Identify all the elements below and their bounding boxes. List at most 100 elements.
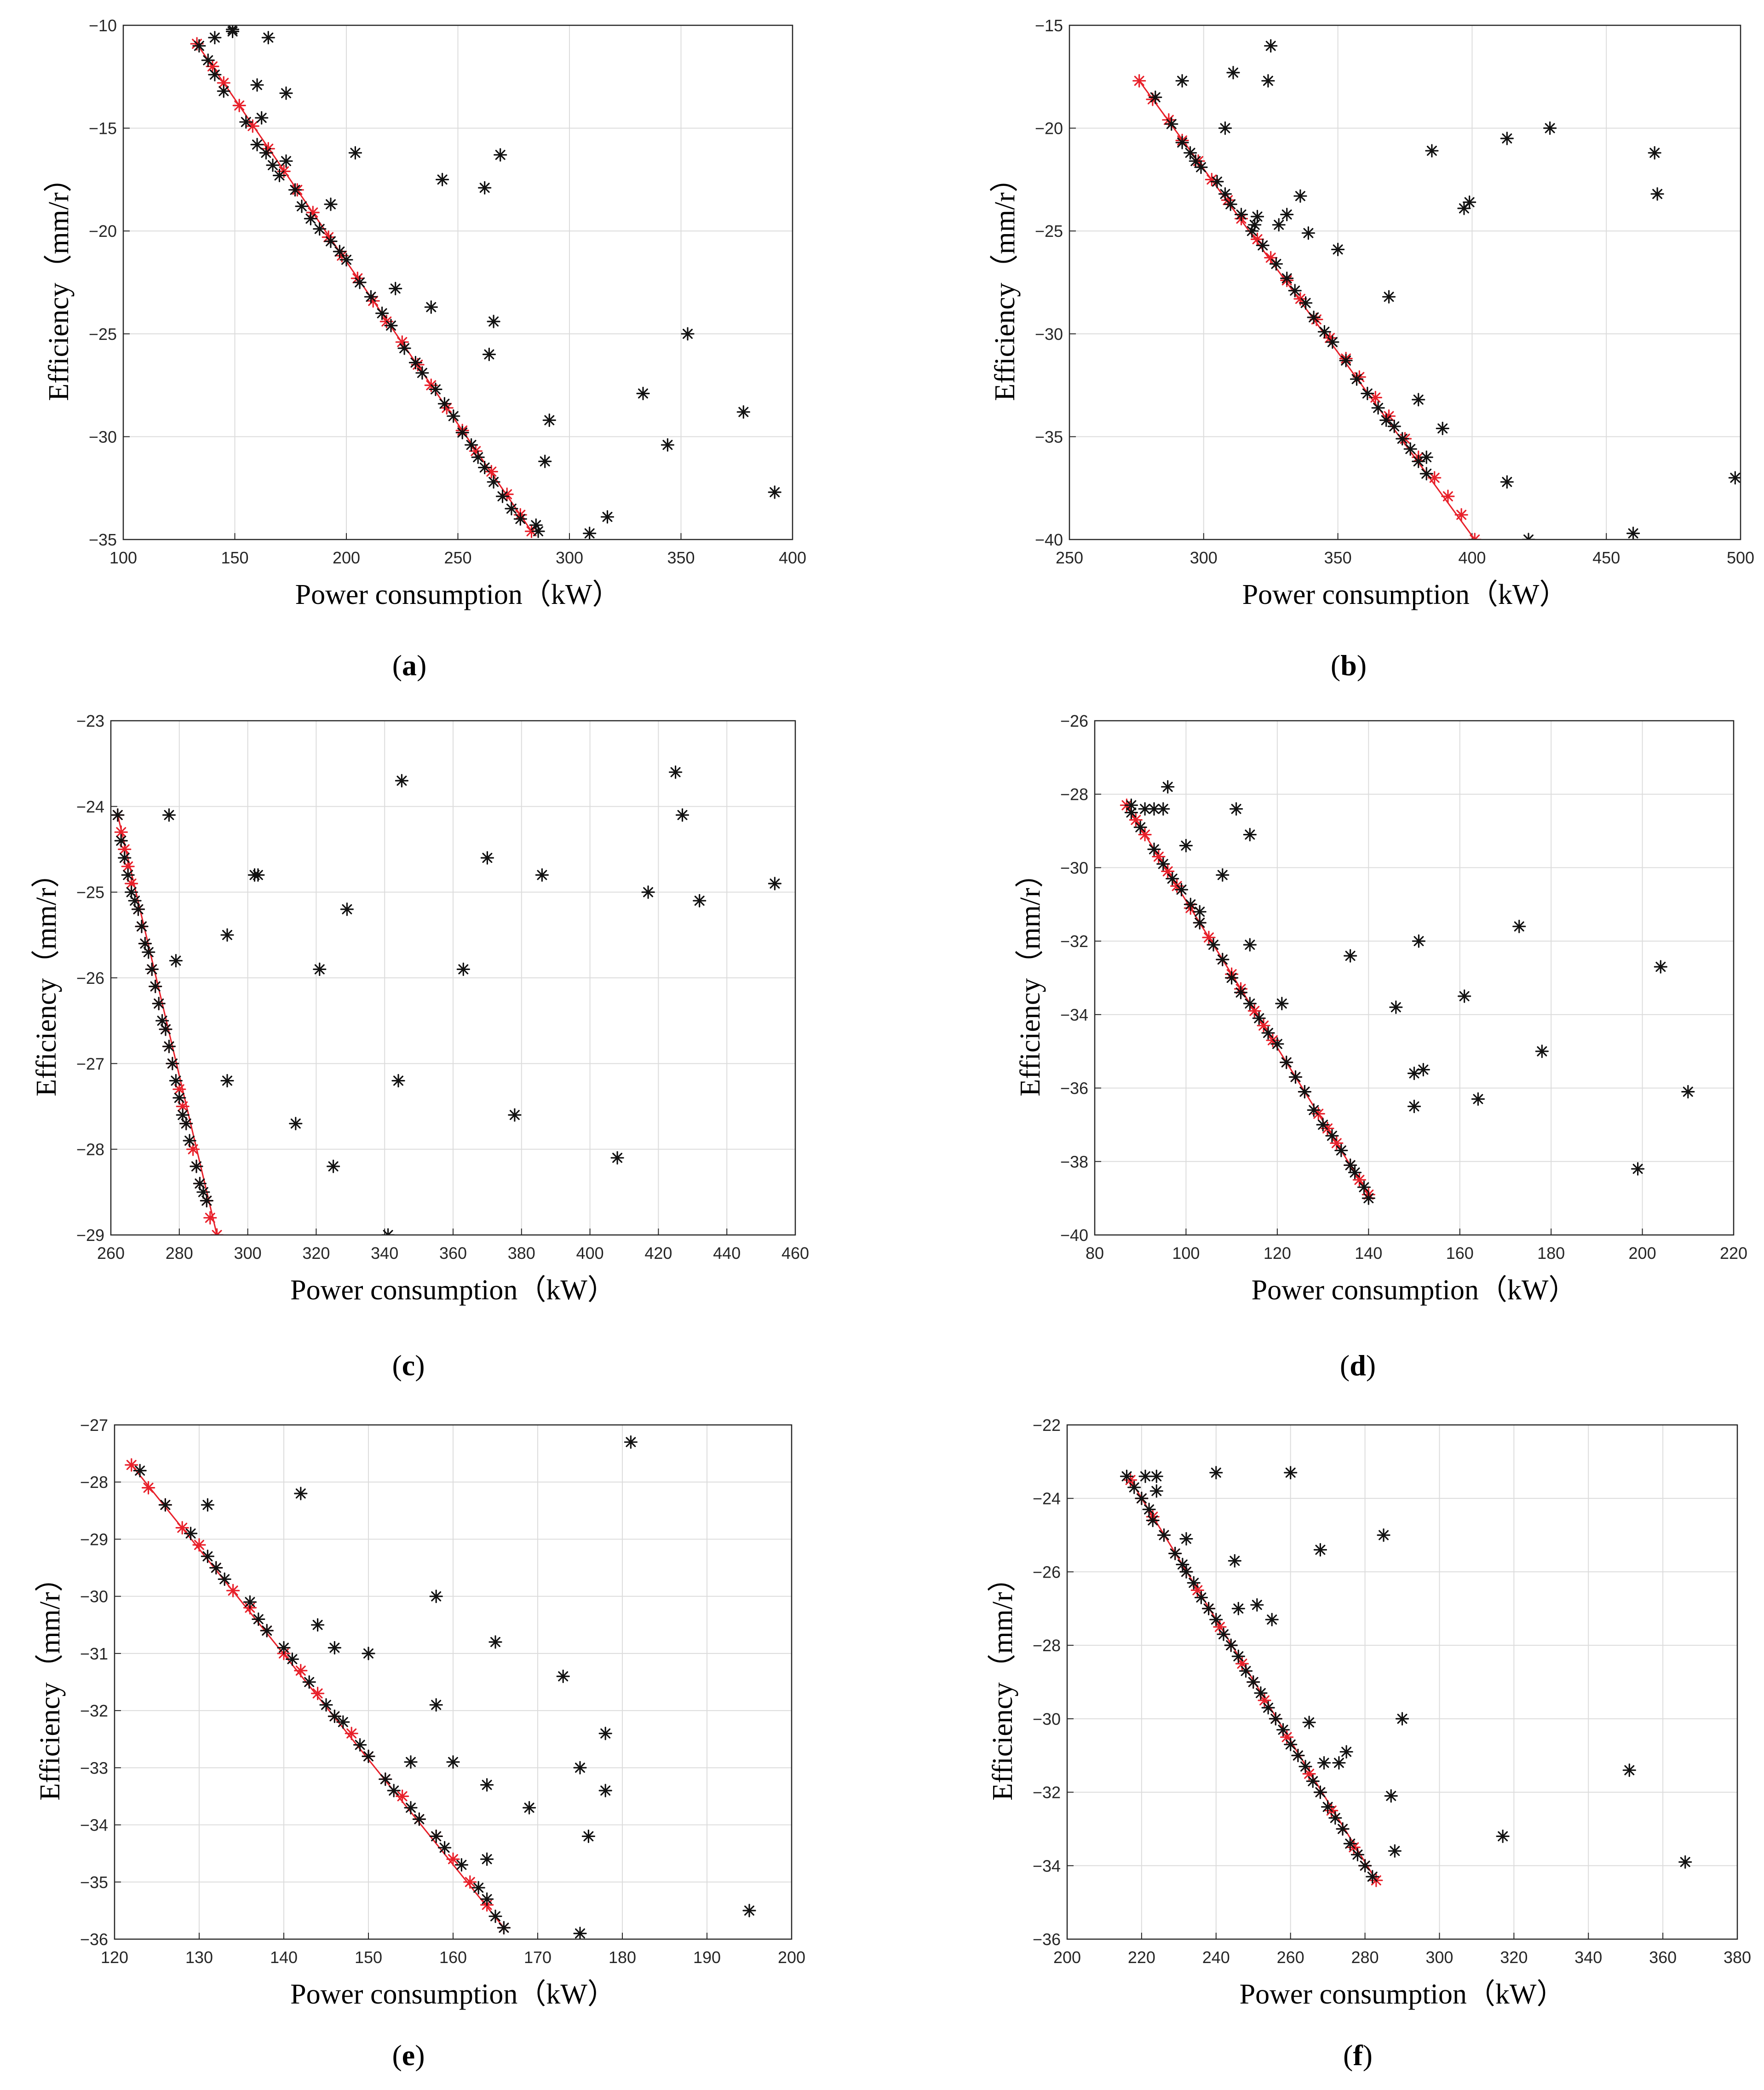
data-point [1336,1822,1350,1836]
y-tick-label: −26 [76,969,104,988]
data-point [1265,1613,1279,1626]
y-tick-label: −36 [1060,1079,1088,1098]
data-point [488,1909,502,1923]
data-point [220,1074,234,1088]
y-tick-label: −28 [80,1473,108,1492]
panel-d: 80 100 120 140 160 180 200 220 −40 −38 −36 −34 −32 −3… [1015,712,1747,1382]
y-tick-label: −25 [76,883,104,902]
data-point [429,382,442,396]
x-axis-label: Power consumption（kW） [1242,579,1568,610]
data-point [183,1134,196,1148]
data-point [1436,421,1449,436]
data-point [1135,1492,1149,1505]
x-tick-label: 140 [1355,1244,1382,1263]
data-point [208,31,222,45]
data-point [1331,242,1345,257]
data-point [1343,1837,1357,1850]
data-point [495,489,510,503]
data-point [226,25,240,36]
data-point [538,454,552,468]
data-point [1239,1664,1253,1678]
data-point [295,199,309,213]
axes-frame [1094,720,1735,1236]
data-point [379,1772,392,1786]
x-tick-label: 450 [1592,548,1620,567]
data-point [1388,1844,1402,1858]
fit-point [217,76,230,90]
y-tick-label: −15 [1035,16,1063,35]
y-tick-label: −29 [76,1226,104,1245]
data-point [121,868,135,882]
data-point [1250,210,1264,224]
y-tick-label: −20 [1035,119,1063,138]
data-point [522,1801,536,1814]
data-point [742,1904,756,1918]
data-point [1156,857,1170,871]
x-tick-label: 340 [1574,1948,1602,1967]
data-point [1299,296,1313,310]
data-point [1631,1162,1645,1176]
data-point [1325,1129,1339,1143]
data-point [1247,1675,1260,1689]
data-point [1302,1716,1316,1729]
fit-point [1454,508,1468,522]
data-point [480,1892,494,1906]
data-point [1344,949,1357,963]
data-point [142,945,155,959]
y-tick-label: −36 [1033,1930,1061,1949]
panel-caption: (b) [1331,649,1367,682]
x-tick-label: 250 [1056,548,1083,567]
data-point [556,1670,570,1683]
panels-container: 100 150 200 250 300 350 400 −35 −30 −25 −20 −15 −10 P… [31,16,1754,2072]
y-tick-label: −27 [76,1054,104,1073]
x-axis-label: Power consumption（kW） [290,1979,616,2010]
y-tick-label: −27 [80,1416,108,1435]
x-tick-label: 80 [1086,1244,1104,1263]
data-point [1146,1514,1160,1527]
data-point [488,1635,502,1649]
data-point [348,146,362,160]
data-point [624,1435,638,1449]
data-point [446,1755,460,1769]
data-point [1179,1532,1193,1546]
x-tick-label: 300 [234,1244,262,1263]
data-point [404,1755,418,1769]
data-point [1166,872,1179,886]
plot-area [1132,39,1741,540]
x-tick-label: 200 [1629,1244,1656,1263]
data-point [1142,1503,1156,1516]
y-tick-label: −28 [1033,1636,1061,1655]
x-tick-label: 400 [1458,548,1486,567]
data-point [1269,257,1283,271]
data-point [675,808,690,822]
data-point [145,962,159,976]
data-point [1307,310,1321,324]
x-tick-label: 300 [1425,1948,1453,1967]
data-point [1234,207,1248,221]
data-point [111,808,125,822]
data-point [1168,1546,1182,1561]
data-point [1284,1738,1298,1751]
data-point [313,222,327,236]
data-point [1317,1756,1331,1770]
plot-area [190,25,781,540]
data-point [1543,121,1557,135]
panel-caption: (f) [1343,2039,1373,2072]
data-point [1187,1576,1201,1590]
data-point [1316,1118,1330,1131]
data-point [304,212,318,225]
axes-frame [1069,24,1741,540]
data-point [1165,117,1178,131]
fit-point [446,1852,460,1866]
data-point [1207,938,1220,952]
data-point [279,154,293,168]
x-tick-label: 360 [439,1244,467,1263]
y-tick-label: −25 [1035,222,1063,241]
data-point [362,1749,375,1763]
data-point [1179,838,1193,853]
data-point [471,1881,485,1895]
data-point [1307,1103,1321,1117]
y-tick-label: −24 [1033,1489,1061,1508]
data-point [289,1117,303,1131]
